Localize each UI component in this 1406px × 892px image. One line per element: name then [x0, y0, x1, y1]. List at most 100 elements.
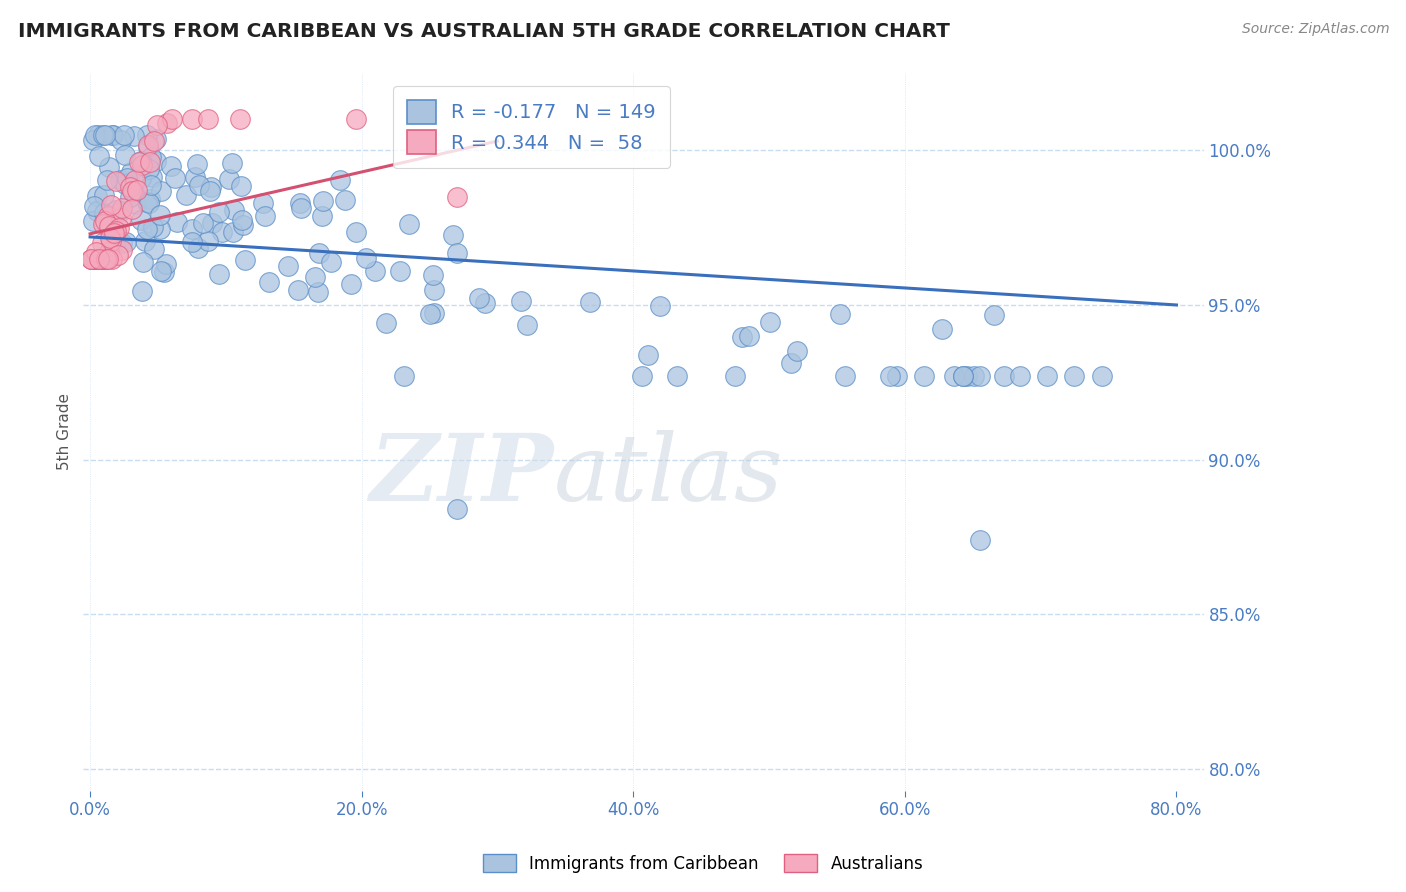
Point	[100, 234, 122, 248]
Point	[952, 369, 974, 384]
Point	[94, 252, 117, 266]
Point	[84, 244, 107, 259]
Point	[94, 214, 117, 228]
Point	[160, 112, 183, 127]
Point	[84, 252, 107, 266]
Point	[110, 133, 132, 147]
Point	[89, 252, 111, 266]
Point	[254, 209, 277, 223]
Point	[142, 219, 165, 234]
Point	[96, 252, 118, 266]
Point	[94, 128, 117, 142]
Point	[398, 217, 420, 231]
Point	[80, 252, 103, 266]
Point	[101, 128, 124, 142]
Point	[364, 263, 387, 277]
Point	[200, 179, 222, 194]
Point	[152, 265, 174, 279]
Point	[149, 208, 172, 222]
Point	[86, 128, 108, 142]
Point	[86, 189, 108, 203]
Point	[86, 204, 108, 219]
Point	[120, 190, 142, 204]
Point	[637, 348, 659, 362]
Point	[474, 295, 496, 310]
Point	[392, 369, 415, 384]
Point	[423, 283, 446, 297]
Point	[105, 174, 128, 188]
Text: Source: ZipAtlas.com: Source: ZipAtlas.com	[1241, 22, 1389, 37]
Point	[1090, 369, 1112, 384]
Point	[952, 369, 974, 384]
Point	[83, 199, 105, 213]
Point	[510, 293, 533, 308]
Point	[129, 171, 152, 186]
Point	[304, 269, 326, 284]
Point	[138, 140, 160, 154]
Point	[91, 217, 114, 231]
Point	[423, 306, 446, 320]
Point	[96, 173, 118, 187]
Point	[197, 112, 219, 127]
Point	[97, 244, 120, 259]
Point	[93, 206, 115, 220]
Point	[93, 188, 115, 202]
Point	[93, 252, 115, 266]
Point	[993, 369, 1015, 384]
Point	[82, 133, 104, 147]
Point	[578, 295, 600, 310]
Point	[80, 252, 103, 266]
Point	[184, 169, 207, 184]
Point	[138, 162, 160, 177]
Point	[1036, 369, 1059, 384]
Text: ZIP: ZIP	[370, 430, 554, 520]
Point	[128, 154, 150, 169]
Point	[468, 291, 491, 305]
Point	[186, 157, 208, 171]
Point	[110, 211, 132, 225]
Point	[145, 153, 167, 168]
Point	[631, 369, 654, 384]
Point	[139, 150, 162, 164]
Point	[287, 283, 309, 297]
Point	[208, 205, 231, 219]
Point	[89, 149, 111, 163]
Point	[942, 369, 965, 384]
Point	[129, 213, 152, 227]
Point	[174, 188, 197, 202]
Text: IMMIGRANTS FROM CARIBBEAN VS AUSTRALIAN 5TH GRADE CORRELATION CHART: IMMIGRANTS FROM CARIBBEAN VS AUSTRALIAN …	[18, 22, 950, 41]
Point	[446, 246, 468, 260]
Legend: R = -0.177   N = 149, R = 0.344   N =  58: R = -0.177 N = 149, R = 0.344 N = 58	[394, 87, 669, 168]
Point	[277, 259, 299, 273]
Point	[97, 210, 120, 224]
Point	[738, 329, 761, 343]
Point	[118, 179, 141, 194]
Point	[125, 183, 148, 197]
Point	[648, 299, 671, 313]
Point	[329, 173, 352, 187]
Point	[121, 184, 143, 198]
Point	[197, 234, 219, 248]
Point	[969, 533, 991, 547]
Point	[312, 194, 335, 209]
Point	[231, 212, 253, 227]
Point	[354, 252, 377, 266]
Point	[666, 369, 689, 384]
Point	[110, 243, 132, 257]
Point	[193, 216, 215, 230]
Point	[143, 134, 166, 148]
Point	[969, 369, 991, 384]
Point	[422, 268, 444, 282]
Point	[446, 190, 468, 204]
Point	[122, 183, 145, 197]
Point	[80, 252, 103, 266]
Point	[344, 112, 367, 127]
Point	[779, 356, 801, 370]
Point	[98, 160, 121, 174]
Point	[121, 202, 143, 216]
Point	[879, 369, 901, 384]
Point	[98, 219, 121, 234]
Point	[93, 128, 115, 142]
Point	[218, 171, 240, 186]
Point	[786, 343, 808, 358]
